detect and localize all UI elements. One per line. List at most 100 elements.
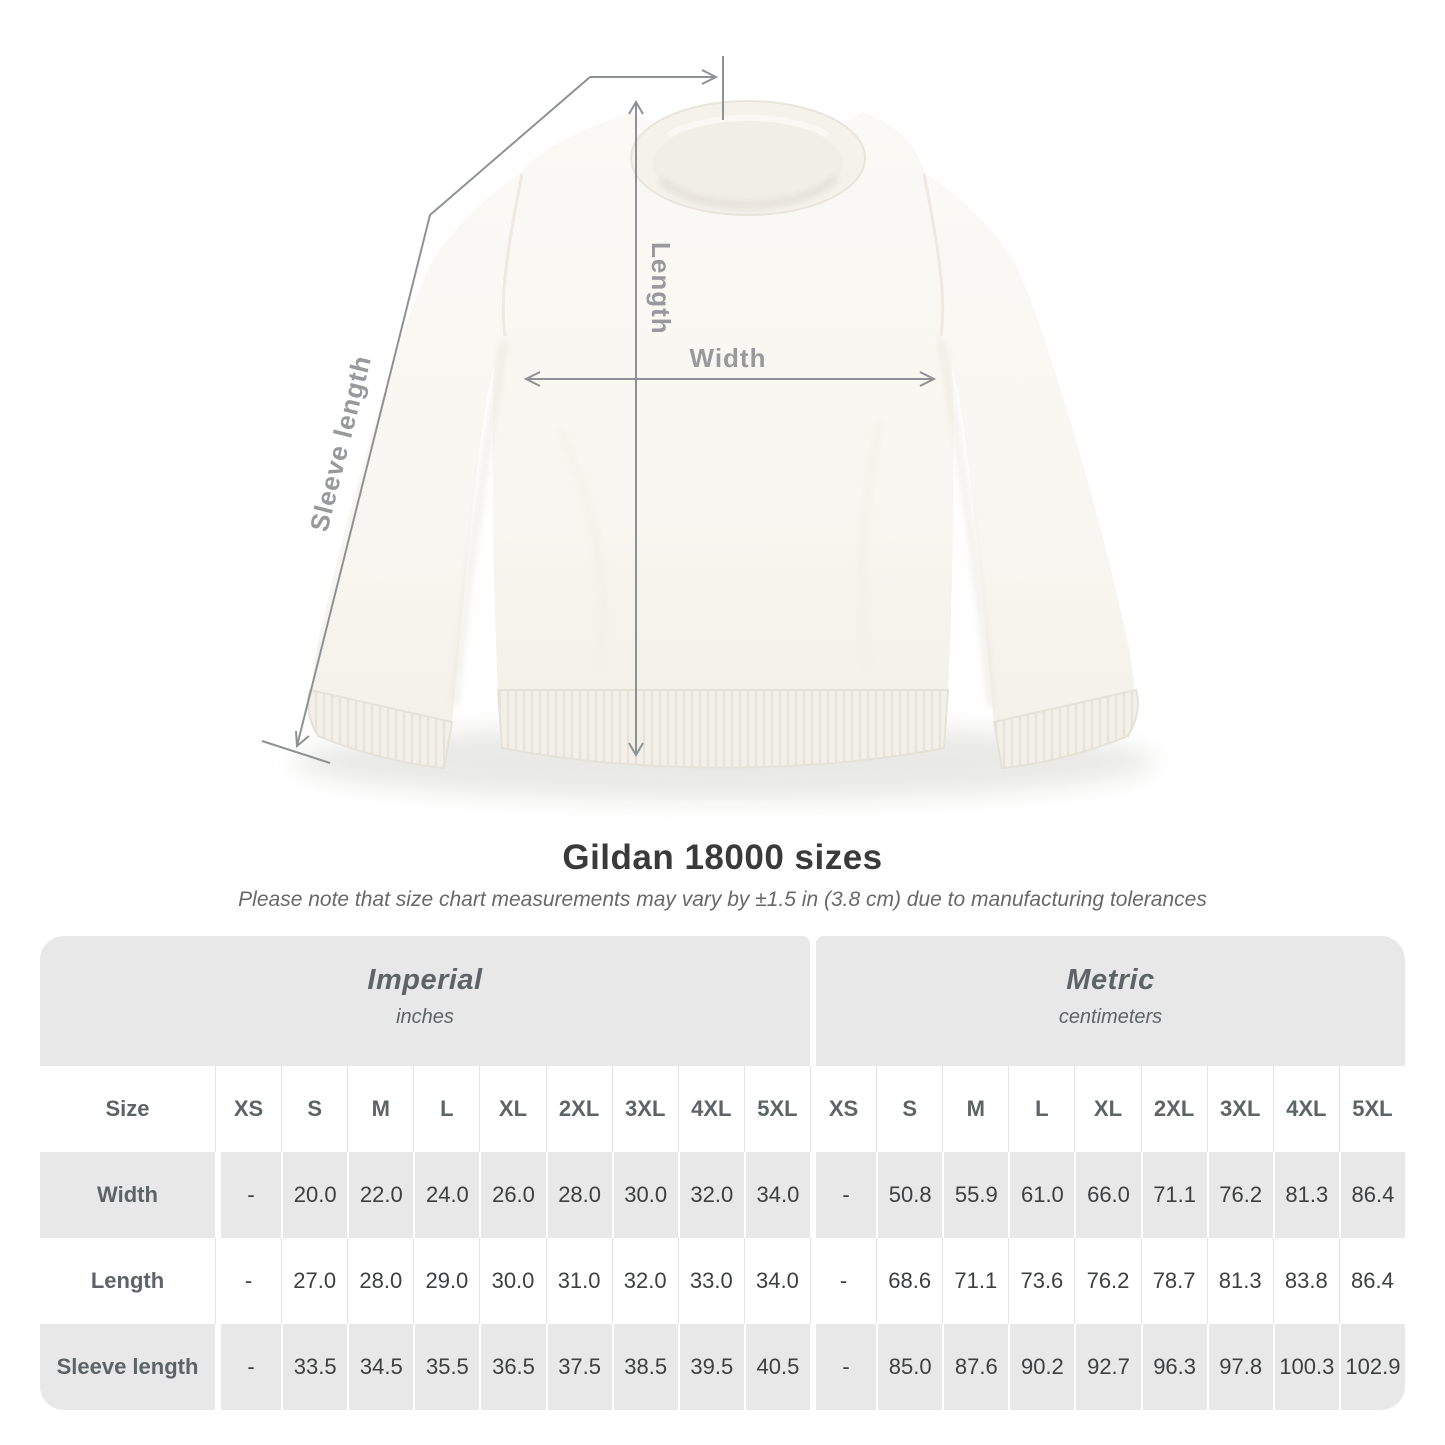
tolerance-note: Please note that size chart measurements… [238,888,1207,911]
value-cell: 81.3 [1272,1152,1339,1238]
value-cell: 28.0 [347,1238,413,1324]
value-cell: 26.0 [479,1152,546,1238]
value-cell: 61.0 [1008,1152,1075,1238]
measurement-row: Length -27.0 28.0 29.0 30.0 31.0 32.0 33.0 34.0-… [40,1238,1405,1324]
unit-group-metric: Metric centimeters [816,936,1405,1066]
value-cell: 55.9 [942,1152,1009,1238]
value-cell: 73.6 [1008,1238,1074,1324]
value-cell: - [810,1238,876,1324]
value-cell: 86.4 [1338,1152,1405,1238]
sweatshirt-body [492,112,954,692]
collar-opening [653,121,843,205]
sweatshirt [307,100,1139,770]
size-column-header: 4XL [1272,1066,1339,1152]
size-table: Imperial inches Metric centimeters Size X… [40,936,1405,1410]
value-cell: 29.0 [413,1238,479,1324]
right-cuff [992,688,1139,770]
collar-inner-shadow [658,176,838,209]
left-seam-shadow [452,339,508,707]
fold-line [860,419,882,669]
measurement-row: Sleeve length -33.5 34.5 35.5 36.5 37.5 38.5 39… [40,1324,1405,1410]
value-cell: 30.0 [611,1152,678,1238]
size-column-header: XL [479,1066,545,1152]
value-cell: 71.1 [942,1238,1008,1324]
imperial-title: Imperial [367,964,483,996]
row-label: Size [105,1096,150,1121]
size-column-header: 5XL [743,1066,810,1152]
measurement-lines [261,56,937,764]
size-column-header: S [876,1066,942,1152]
size-grid: Size XS S M L XL 2XL 3XL 4XL 5XL XS S M L XL 2XL 3XL 4XL 5… [40,1066,1405,1410]
value-cell: 31.0 [545,1238,612,1324]
size-column-header: M [942,1066,1008,1152]
value-cell: - [215,1152,282,1238]
value-cell: 87.6 [942,1324,1009,1410]
size-column-header: L [413,1066,479,1152]
size-column-header: 3XL [1206,1066,1273,1152]
product-diagram: Length Width Sleeve length [261,56,1155,800]
value-cell: 38.5 [611,1324,678,1410]
value-cell: 83.8 [1272,1238,1339,1324]
value-cell: 36.5 [479,1324,546,1410]
page-title: Gildan 18000 sizes [562,838,883,877]
value-cell: 27.0 [281,1238,347,1324]
width-measure-line [523,371,937,387]
left-cuff [307,688,454,770]
value-cell: - [810,1152,877,1238]
length-measure-line [628,100,644,757]
size-column-header: XS [215,1066,281,1152]
value-cell: - [215,1238,281,1324]
value-cell: 32.0 [611,1238,678,1324]
size-column-header: XL [1074,1066,1140,1152]
value-cell: - [810,1324,877,1410]
size-column-header: 5XL [1338,1066,1405,1152]
value-cell: 33.0 [677,1238,744,1324]
row-label: Sleeve length [40,1324,215,1410]
size-column-header: L [1008,1066,1074,1152]
value-cell: - [215,1324,282,1410]
size-column-header: XS [810,1066,876,1152]
value-cell: 78.7 [1140,1238,1207,1324]
value-cell: 33.5 [281,1324,348,1410]
left-armhole-seam [501,173,524,337]
value-cell: 24.0 [413,1152,480,1238]
sleeve-measure-line [261,56,724,764]
value-cell: 39.5 [677,1324,744,1410]
value-cell: 22.0 [347,1152,414,1238]
imperial-unit: inches [396,1006,454,1028]
collar-highlight [666,114,830,138]
value-cell: 85.0 [876,1324,943,1410]
right-armhole-seam [922,173,945,337]
value-cell: 81.3 [1206,1238,1273,1324]
left-sleeve [312,172,522,724]
value-cell: 97.8 [1206,1324,1273,1410]
size-column-header: 2XL [545,1066,612,1152]
length-label: Length [646,242,676,335]
value-cell: 34.5 [347,1324,414,1410]
value-cell: 50.8 [876,1152,943,1238]
value-cell: 86.4 [1338,1238,1405,1324]
metric-title: Metric [1066,964,1155,996]
size-column-header: M [347,1066,413,1152]
fold-line [558,429,606,671]
value-cell: 37.5 [545,1324,612,1410]
value-cell: 30.0 [479,1238,545,1324]
value-cell: 96.3 [1140,1324,1207,1410]
unit-group-imperial: Imperial inches [40,936,810,1066]
value-cell: 102.9 [1338,1324,1405,1410]
value-cell: 66.0 [1074,1152,1141,1238]
value-cell: 71.1 [1140,1152,1207,1238]
value-cell: 34.0 [743,1238,810,1324]
value-cell: 35.5 [413,1324,480,1410]
metric-unit: centimeters [1058,1006,1163,1028]
value-cell: 20.0 [281,1152,348,1238]
value-cell: 28.0 [545,1152,612,1238]
size-column-header: 2XL [1140,1066,1207,1152]
row-label: Length [90,1268,165,1293]
value-cell: 34.0 [743,1152,810,1238]
value-cell: 76.2 [1206,1152,1273,1238]
size-header-row: Size XS S M L XL 2XL 3XL 4XL 5XL XS S M L XL 2XL 3XL 4XL 5… [40,1066,1405,1152]
value-cell: 32.0 [677,1152,744,1238]
value-cell: 90.2 [1008,1324,1075,1410]
